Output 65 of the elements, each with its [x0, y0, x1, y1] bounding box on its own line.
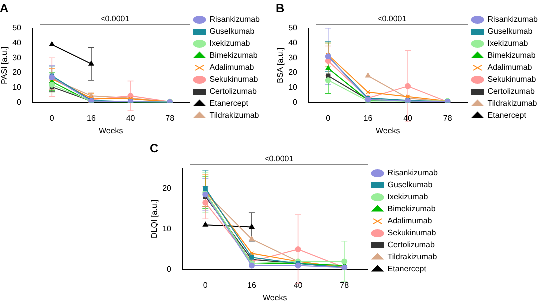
- legend-label: Tildrakizumab: [388, 252, 438, 262]
- x-tick-label: 16: [87, 114, 96, 123]
- x-tick-label: 78: [340, 280, 350, 290]
- x-tick-label: 78: [166, 114, 176, 123]
- y-tick-label: 40: [12, 38, 22, 48]
- y-tick-label: 10: [162, 224, 172, 234]
- legend-label: Certolizumab: [210, 87, 258, 96]
- x-tick-label: 0: [203, 280, 208, 290]
- text: <0.0001: [264, 154, 294, 164]
- legend-label: Certolizumab: [388, 240, 436, 250]
- y-tick-label: 0: [293, 98, 298, 108]
- chart-title: B: [276, 2, 285, 16]
- legend-label: Risankizumab: [388, 168, 439, 178]
- y-tick-label: 30: [12, 53, 22, 62]
- x-tick-label: 16: [248, 280, 257, 290]
- legend-label: Sekukinumab: [388, 228, 437, 238]
- y-tick-label: 20: [12, 68, 22, 78]
- legend-label: Guselkumab: [388, 180, 434, 190]
- x-tick-label: 78: [443, 114, 453, 123]
- legend-label: Ixekizumab: [388, 192, 429, 202]
- y-tick-label: 0: [167, 265, 172, 274]
- y-tick-label: 0: [17, 98, 22, 108]
- legend-label: Etanercept: [388, 264, 428, 274]
- y-tick-label: 10: [12, 83, 22, 92]
- legend-label: Ixekizumab: [210, 39, 251, 48]
- y-tick-label: 50: [288, 24, 298, 33]
- y-tick-label: 30: [288, 53, 298, 62]
- y-tick-label: 10: [288, 83, 298, 92]
- x-tick-label: 0: [326, 114, 332, 123]
- legend-label: Adalimumab: [388, 216, 433, 226]
- text: <0.0001: [100, 14, 130, 24]
- x-tick-label: 16: [364, 114, 374, 123]
- x-tick-label: 40: [126, 114, 136, 123]
- chart-title: C: [150, 142, 159, 156]
- legend-label: Bimekizumab: [488, 51, 536, 60]
- x-axis-title: Weeks: [262, 293, 288, 302]
- x-tick-label: 40: [404, 114, 414, 123]
- y-tick-label: 50: [12, 24, 22, 33]
- legend-label: Etanercept: [210, 99, 250, 108]
- legend-label: Risankizumab: [488, 15, 539, 24]
- text: <0.0001: [378, 14, 408, 24]
- y-tick-label: 40: [288, 38, 298, 48]
- x-tick-label: 0: [50, 114, 55, 123]
- legend-label: Etanercept: [488, 111, 528, 120]
- y-tick-label: 20: [162, 184, 172, 193]
- legend-label: Sekukinumab: [210, 75, 259, 84]
- y-axis-title: DLQI [a.u.]: [150, 200, 160, 238]
- legend-label: Bimekizumab: [210, 51, 258, 60]
- x-axis-title: Weeks: [98, 126, 124, 136]
- legend-label: Adalimumab: [488, 63, 533, 72]
- chart-title: A: [0, 2, 9, 16]
- legend-label: Risankizumab: [210, 15, 261, 24]
- legend-label: Tildrakizumab: [210, 111, 260, 120]
- legend-label: Guselkumab: [488, 27, 534, 36]
- legend-label: Tildrakizumab: [488, 99, 538, 108]
- legend-label: Adalimumab: [210, 63, 255, 72]
- y-tick-label: 20: [288, 68, 298, 78]
- y-axis-title: PASI [a.u.]: [0, 46, 10, 84]
- legend-label: Certolizumab: [488, 87, 536, 96]
- y-axis-title: BSA [a.u.]: [276, 48, 286, 84]
- legend-label: Bimekizumab: [388, 204, 436, 214]
- legend-label: Guselkumab: [210, 27, 256, 36]
- legend-label: Ixekizumab: [488, 39, 529, 48]
- legend-label: Sekukinumab: [488, 75, 537, 84]
- x-axis-title: Weeks: [376, 126, 400, 136]
